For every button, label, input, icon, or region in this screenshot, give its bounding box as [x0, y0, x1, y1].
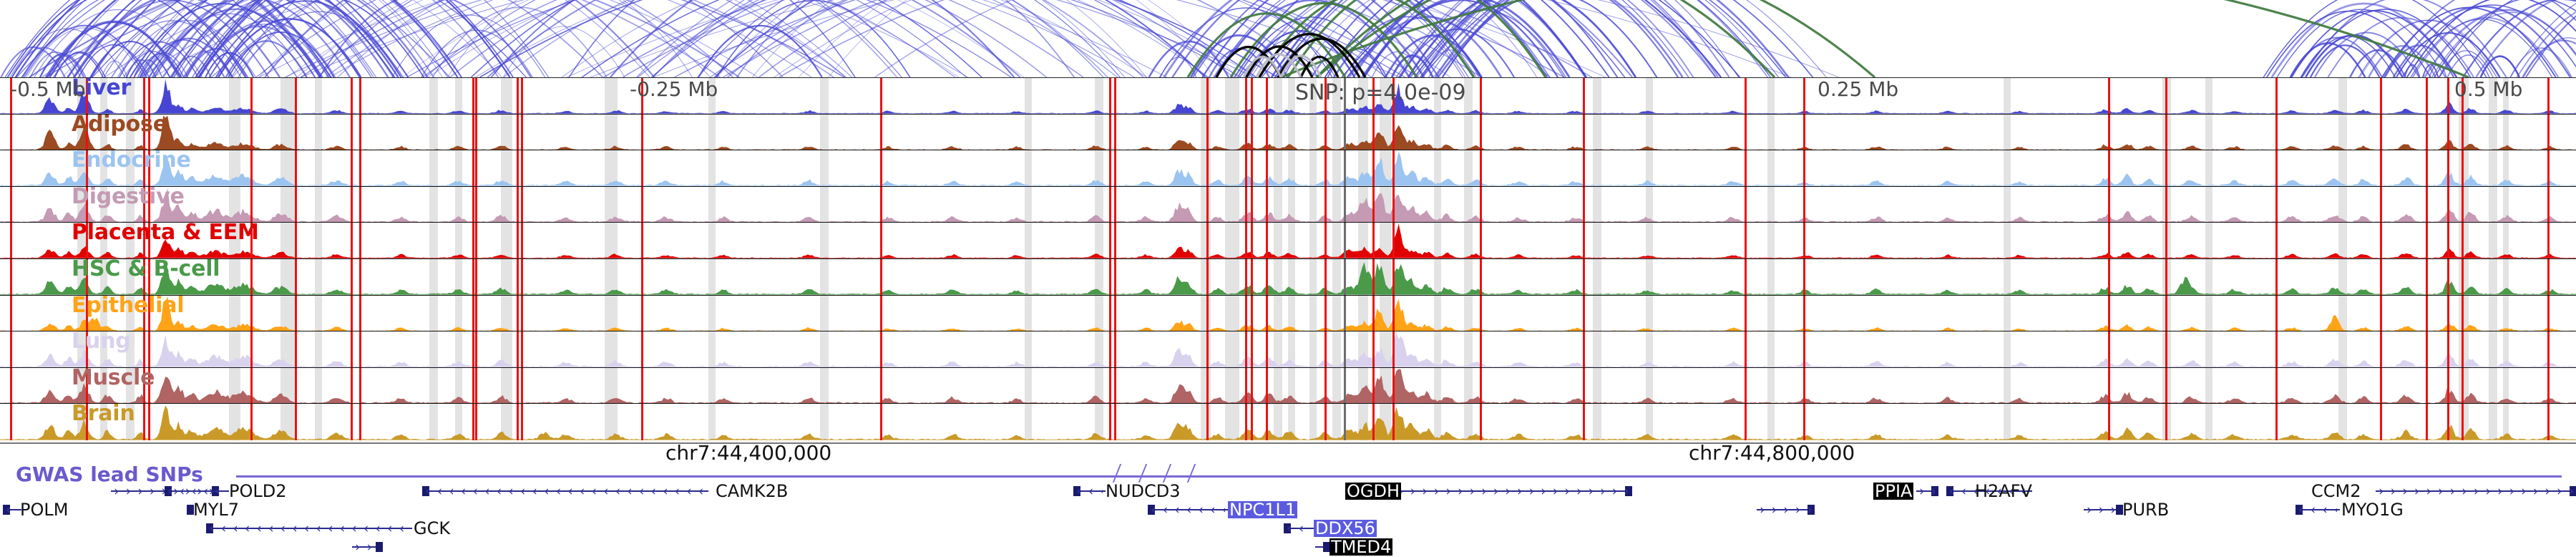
signal-profile: [0, 223, 2576, 258]
gene-row-1: ‹‹POLMMYL7‹‹‹‹‹‹‹‹NPC1L1››››››ZMIZ2››››P…: [0, 501, 2576, 518]
gene-name-label: MYL7: [193, 500, 240, 520]
signal-track-endocrine: Endocrine: [0, 150, 2576, 187]
gene-strand-arrows: ›››: [355, 539, 379, 555]
gene-exon: [1625, 486, 1632, 496]
gene-body: [2296, 509, 2340, 511]
gene-strand-arrows: ››››››: [1760, 502, 1811, 518]
signal-track-adipose: Adipose: [0, 114, 2576, 151]
gene-name-label: POLD2: [229, 481, 287, 501]
gene-body: [1916, 490, 1938, 493]
gene-name-label: POLM: [20, 500, 69, 520]
gene-name-label: OGDH: [1345, 481, 1402, 501]
signal-profile: [0, 405, 2576, 440]
snp-pvalue-callout: SNP: p=4.0e-09: [1295, 80, 1466, 105]
gene-body: [2376, 490, 2576, 493]
gene-body: [1073, 490, 1106, 493]
gene-name-label: MYO1G: [2341, 500, 2404, 520]
gene-name-label: H2AFV: [1975, 481, 2032, 501]
signal-profile: [0, 151, 2576, 186]
gene-name-label: PPIA: [1873, 481, 1914, 501]
gwas-lead-snps-label: GWAS lead SNPs: [16, 462, 203, 486]
signal-track-digestive: Digestive: [0, 186, 2576, 223]
gene-exon: [1073, 486, 1080, 496]
gene-strand-arrows: ‹‹‹‹‹‹: [167, 483, 226, 499]
signal-profile: [0, 260, 2576, 295]
gwas-track-line: [236, 475, 2562, 478]
gene-strand-arrows: ‹‹‹‹‹‹‹‹‹: [1949, 483, 2029, 499]
signal-track-epithelial: Epithelial: [0, 295, 2576, 332]
gene-body: [165, 490, 229, 493]
gene-strand-arrows: ‹‹‹‹: [2298, 502, 2337, 518]
gene-row-3: ›››YKT6TMED4: [0, 538, 2576, 556]
gene-exon: [2116, 505, 2123, 515]
gene-name-label: NUDCD3: [1106, 481, 1181, 501]
gene-strand-arrows: ‹‹‹: [1287, 520, 1311, 536]
gene-row-0: ›››››››››››AEBP1‹‹‹‹‹‹POLD2‹‹‹‹‹‹‹‹‹‹‹‹‹…: [0, 483, 2576, 500]
gene-strand-arrows: ››››››››››››››››››››: [2379, 483, 2573, 499]
gene-name-label: CCM2: [2311, 481, 2361, 501]
gene-strand-arrows: ‹‹‹‹‹‹‹‹‹‹‹‹‹‹‹‹‹‹‹‹‹: [209, 520, 409, 536]
signal-profile: [0, 115, 2576, 150]
gwas-lead-snps-row: GWAS lead SNPs: [0, 462, 2576, 486]
gene-exon: [165, 486, 172, 496]
gene-strand-arrows: ››››››››››››››››››››››››: [1398, 483, 1629, 499]
gene-name-label: PURB: [2122, 500, 2170, 520]
gene-body: [1395, 490, 1631, 493]
gene-exon: [1931, 486, 1938, 496]
gene-body: [206, 528, 412, 530]
gene-body: [1148, 509, 1228, 511]
gene-annotation-panel: chr7:44,400,000 chr7:44,800,000 GWAS lea…: [0, 441, 2576, 556]
gene-body: [1284, 528, 1314, 530]
gene-strand-arrows: ‹‹‹‹‹‹‹‹: [1151, 502, 1225, 518]
signal-track-lung: Lung: [0, 331, 2576, 368]
gene-exon: [3, 505, 10, 515]
gene-strand-arrows: ‹‹‹: [1076, 483, 1103, 499]
gene-body: [1757, 509, 1814, 511]
gene-strand-arrows: ‹‹: [6, 502, 19, 518]
gene-row-2: ‹‹‹‹‹‹‹‹‹‹‹‹‹‹‹‹‹‹‹‹‹ GCK ‹‹‹DDX56: [0, 520, 2576, 537]
chromatin-arc-panel: [0, 0, 2576, 77]
signal-track-muscle: Muscle: [0, 367, 2576, 405]
gene-exon: [2570, 486, 2576, 496]
gene-body: [2084, 509, 2122, 511]
gene-exon: [1284, 523, 1291, 533]
gene-name-label: NPC1L1: [1228, 500, 1298, 520]
signal-track-hsc-b-cell: HSC & B-cell: [0, 258, 2576, 296]
signal-profile: [0, 79, 2576, 114]
gene-name-label: TMED4: [1330, 537, 1393, 557]
gene-name-label: CAMK2B: [716, 481, 789, 501]
signal-profile: [0, 332, 2576, 367]
signal-track-stack: Liver Adipose Endocrine Digestive Placenta &…: [0, 77, 2576, 444]
signal-profile: [0, 188, 2576, 223]
gene-exon: [1148, 505, 1155, 515]
gene-name-label: DDX56: [1314, 518, 1377, 538]
gene-strand-arrows: ‹‹‹‹‹‹‹‹‹‹‹‹‹‹‹‹‹‹‹‹‹‹‹‹‹‹‹‹‹: [425, 483, 706, 499]
signal-profile: [0, 296, 2576, 331]
gene-strand-arrows: ››››: [2087, 502, 2119, 518]
gene-exon: [187, 505, 194, 515]
signal-track-liver: Liver: [0, 78, 2576, 115]
signal-track-placenta-eem: Placenta & EEM: [0, 223, 2576, 259]
gene-exon: [206, 523, 213, 533]
gene-body: [3, 509, 21, 511]
gene-exon: [422, 486, 429, 496]
gene-exon: [1946, 486, 1953, 496]
coordinate-label-right: chr7:44,800,000: [1689, 441, 1855, 465]
gene-body: [422, 490, 708, 493]
gene-exon: [2296, 505, 2303, 515]
gene-strand-arrows: ››: [1919, 483, 1935, 499]
coordinate-label-left: chr7:44,400,000: [665, 441, 832, 465]
gene-name-label: GCK: [414, 518, 451, 538]
signal-track-brain: Brain: [0, 404, 2576, 440]
arc-svg: [0, 0, 2576, 77]
gene-exon: [1807, 505, 1815, 515]
signal-profile: [0, 369, 2576, 404]
gene-body: [1946, 490, 2032, 493]
